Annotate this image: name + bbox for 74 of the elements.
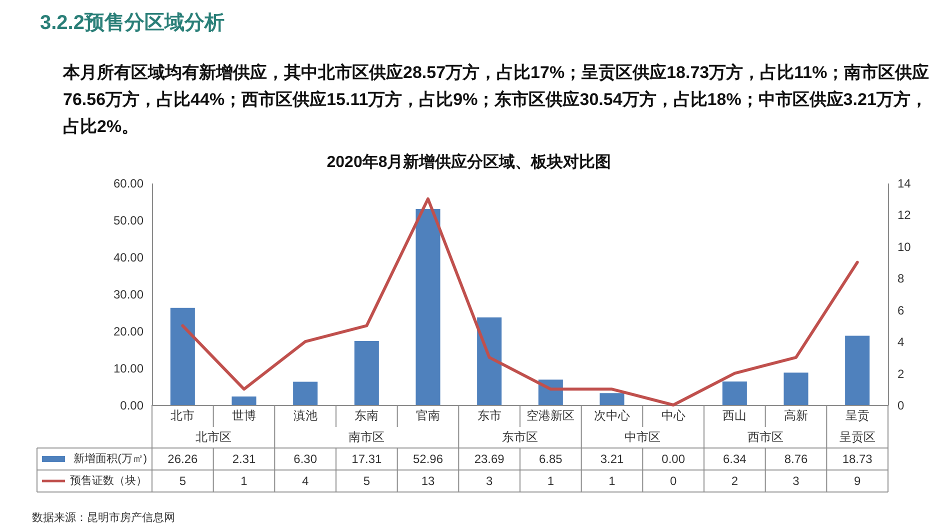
text: 南市区 — [348, 430, 385, 444]
y-tick-label: 60.00 — [113, 176, 144, 190]
data-label: 13 — [421, 474, 435, 488]
y-tick-label: 20.00 — [113, 324, 144, 338]
data-label: 0.00 — [662, 452, 686, 466]
data-label: 17.31 — [352, 452, 382, 466]
data-label: 23.69 — [474, 452, 505, 466]
x-tick-label: 呈贡 — [845, 408, 870, 422]
text: 中市区 — [624, 430, 661, 444]
text: 西市区 — [747, 430, 784, 444]
y2-tick-label: 6 — [898, 303, 904, 318]
bar — [354, 340, 379, 405]
x-tick-label: 官南 — [416, 408, 440, 422]
data-label: 18.73 — [842, 452, 873, 466]
bar — [232, 396, 256, 405]
data-label: 6.34 — [722, 452, 747, 466]
chart-title: 2020年8月新增供应分区域、板块对比图 — [326, 152, 612, 171]
y-tick-label: 10.00 — [113, 362, 144, 376]
data-label: 1 — [608, 474, 616, 488]
data-label: 6.30 — [294, 452, 318, 466]
data-label: 2.31 — [232, 452, 256, 466]
data-label: 3 — [792, 474, 800, 488]
data-label: 52.96 — [412, 452, 444, 466]
y2-tick-label: 2 — [898, 366, 904, 381]
text: 东市区 — [502, 430, 538, 444]
x-tick-label: 中心 — [661, 408, 686, 422]
data-label: 3.21 — [600, 452, 624, 466]
y2-tick-label: 8 — [898, 272, 904, 286]
data-label: 1 — [547, 474, 554, 488]
y-tick-label: 40.00 — [113, 250, 144, 264]
line-series — [181, 197, 859, 406]
bar — [416, 209, 440, 405]
y-tick-label: 50.00 — [113, 214, 144, 228]
x-tick-label: 高新 — [784, 408, 808, 422]
text: 北市区 — [195, 430, 232, 444]
data-label: 0 — [670, 474, 677, 488]
data-label: 4 — [302, 474, 309, 488]
bar — [477, 317, 502, 405]
data-label: 5 — [179, 474, 186, 488]
x-tick-label: 东市 — [477, 408, 502, 422]
y-tick-label: 0.00 — [120, 398, 144, 412]
x-tick-label: 滇池 — [293, 408, 318, 422]
y2-tick-label: 0 — [898, 398, 904, 412]
x-tick-label: 东南 — [354, 408, 379, 422]
x-tick-label: 西山 — [722, 408, 747, 422]
bar — [293, 382, 318, 405]
data-label: 8.76 — [784, 452, 808, 466]
data-label: 6.85 — [538, 452, 563, 466]
bar — [170, 308, 195, 405]
legend-label: 新增面积(万㎡) — [74, 452, 147, 465]
x-tick-label: 次中心 — [594, 408, 630, 422]
text: 3.2.2预售分区域分析 — [40, 12, 224, 34]
legend-label: 预售证数（块） — [70, 474, 147, 487]
text: 呈贡区 — [839, 430, 876, 444]
data-label: 1 — [240, 474, 248, 488]
bar — [600, 393, 624, 405]
bar — [784, 372, 808, 405]
data-label: 2 — [731, 474, 738, 488]
bar — [845, 336, 870, 405]
chart-subtitle: 本月所有区域均有新增供应，其中北市区供应28.57万方，占比17%；呈贡区供应18.73万方，占比11%；南市区供应76.56万方，占比44%；西市区供应15.11万方，占比9%；东市区供应30.54万方，占比18%；中市区供应3.21万方，占比2%。 — [62, 63, 930, 136]
x-tick-label: 北市 — [170, 408, 195, 422]
x-tick-label: 空港新区 — [526, 408, 575, 422]
data-label: 9 — [854, 474, 861, 488]
source-note: 数据来源：昆明市房产信息网 — [32, 511, 175, 524]
data-label: 5 — [363, 474, 370, 488]
x-tick-label: 世博 — [232, 408, 256, 422]
y-tick-label: 30.00 — [113, 288, 144, 302]
data-label: 26.26 — [168, 452, 198, 466]
data-label: 3 — [486, 474, 493, 488]
bar — [722, 382, 747, 405]
y2-tick-label: 4 — [898, 335, 904, 350]
y2-tick-label: 12 — [898, 208, 912, 222]
y2-tick-label: 10 — [898, 240, 912, 254]
y2-tick-label: 14 — [898, 176, 912, 190]
